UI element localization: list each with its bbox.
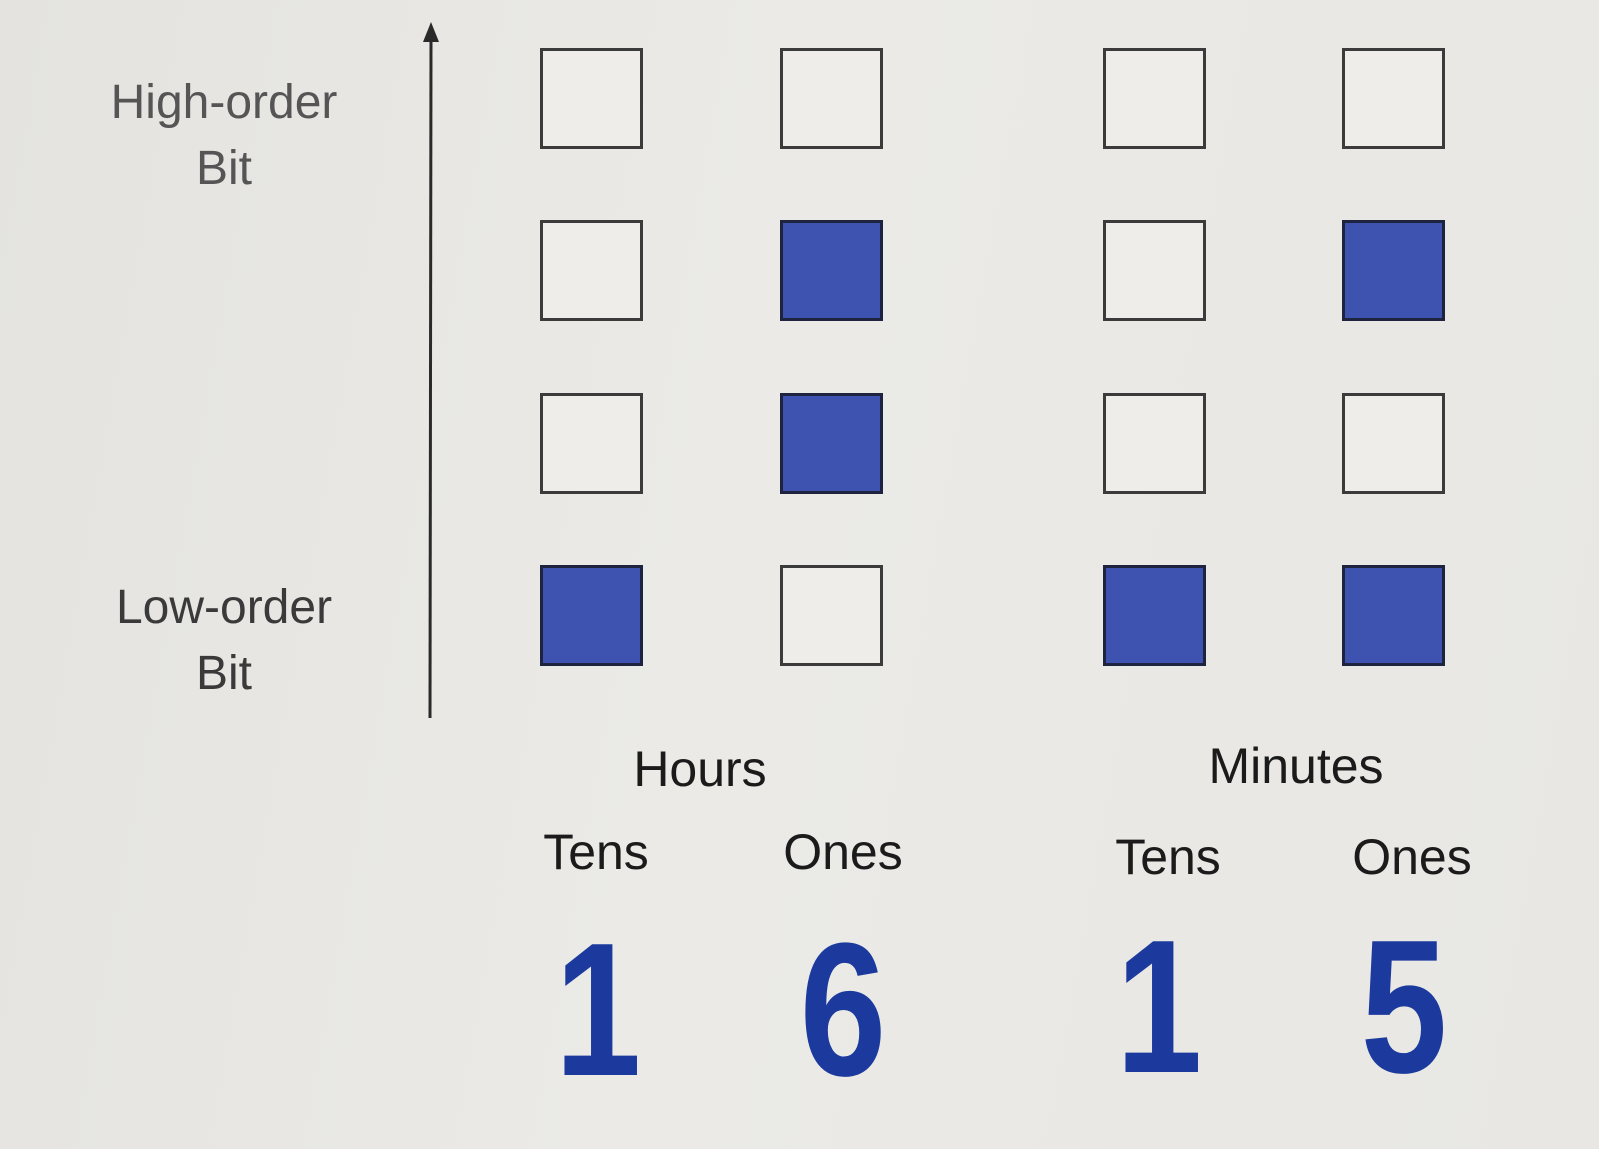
column-label-hours-ones: Ones xyxy=(783,824,903,880)
bit-square-hours-tens-row4-on xyxy=(540,565,643,666)
digit-hours-ones: 6 xyxy=(799,904,887,1116)
high-order-label-line2: Bit xyxy=(195,142,252,195)
low-order-bit-label: Low-order Bit xyxy=(74,575,374,707)
low-order-label-line1: Low-order xyxy=(115,581,333,634)
bit-square-minutes-tens-row2-off xyxy=(1103,220,1206,321)
digit-minutes-ones: 5 xyxy=(1360,901,1448,1113)
group-label-hours: Hours xyxy=(633,741,767,797)
axis-arrowhead-icon xyxy=(423,22,439,42)
bit-square-minutes-tens-row1-off xyxy=(1103,48,1206,149)
bit-square-minutes-ones-row4-on xyxy=(1342,565,1445,666)
bit-square-hours-tens-row1-off xyxy=(540,48,643,149)
group-label-minutes: Minutes xyxy=(1208,738,1384,794)
bit-square-hours-tens-row3-off xyxy=(540,393,643,494)
column-label-minutes-tens: Tens xyxy=(1115,829,1221,885)
bit-square-minutes-ones-row3-off xyxy=(1342,393,1445,494)
bit-square-hours-ones-row1-off xyxy=(780,48,883,149)
digit-hours-tens: 1 xyxy=(554,904,642,1116)
bit-square-minutes-ones-row2-on xyxy=(1342,220,1445,321)
bit-square-minutes-tens-row3-off xyxy=(1103,393,1206,494)
bit-square-hours-ones-row2-on xyxy=(780,220,883,321)
bit-square-hours-ones-row3-on xyxy=(780,393,883,494)
bit-square-hours-ones-row4-off xyxy=(780,565,883,666)
column-label-hours-tens: Tens xyxy=(543,824,649,880)
high-order-label-line1: High-order xyxy=(110,76,338,129)
column-label-minutes-ones: Ones xyxy=(1352,829,1472,885)
low-order-label-line2: Bit xyxy=(195,647,252,700)
digit-minutes-tens: 1 xyxy=(1115,901,1203,1113)
bit-square-minutes-ones-row1-off xyxy=(1342,48,1445,149)
axis-line xyxy=(428,39,433,719)
high-order-bit-label: High-order Bit xyxy=(74,70,374,202)
bit-square-hours-tens-row2-off xyxy=(540,220,643,321)
bit-square-minutes-tens-row4-on xyxy=(1103,565,1206,666)
